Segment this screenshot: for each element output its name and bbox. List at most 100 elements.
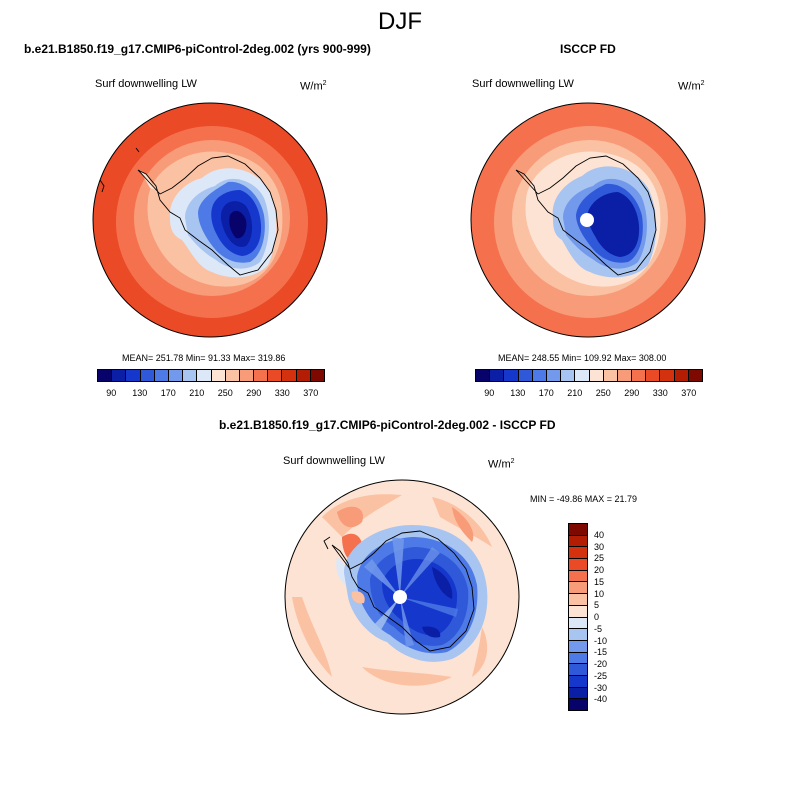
colorbar-label: 330 xyxy=(652,388,668,398)
panel2-colorbar xyxy=(475,369,703,382)
panel2-map xyxy=(470,102,706,338)
south-america-coast xyxy=(99,147,140,193)
colorbar-swatch xyxy=(239,370,255,381)
colorbar-swatch xyxy=(490,370,505,381)
panel2-units: W/m2 xyxy=(678,80,705,93)
colorbar-swatch xyxy=(140,370,155,381)
colorbar-swatch xyxy=(569,686,587,699)
colorbar-swatch xyxy=(476,370,491,381)
colorbar-swatch xyxy=(569,604,587,617)
band-ice-3 xyxy=(587,192,640,257)
colorbar-swatch xyxy=(168,370,184,381)
colorbar-swatch xyxy=(646,370,661,381)
panel2-variable: Surf downwelling LW xyxy=(472,78,574,90)
colorbar-label: 10 xyxy=(594,588,605,599)
colorbar-swatch xyxy=(561,370,576,381)
colorbar-label: 370 xyxy=(303,388,319,398)
antarctica-coastline xyxy=(515,155,657,276)
colorbar-swatch xyxy=(660,370,675,381)
colorbar-label: 90 xyxy=(484,388,495,398)
panel3-variable: Surf downwelling LW xyxy=(283,455,385,467)
colorbar-swatch xyxy=(211,370,226,381)
colorbar-swatch xyxy=(617,370,633,381)
colorbar-swatch xyxy=(183,370,198,381)
colorbar-label: -40 xyxy=(594,694,608,705)
colorbar-swatch xyxy=(569,581,587,594)
colorbar-swatch xyxy=(296,370,311,381)
antarctica-coastline xyxy=(137,155,279,276)
panel3-colorbar xyxy=(568,523,588,711)
colorbar-label: 330 xyxy=(274,388,290,398)
colorbar-swatch xyxy=(674,370,689,381)
panel3-title: b.e21.B1850.f19_g17.CMIP6-piControl-2deg… xyxy=(219,418,556,432)
colorbar-label: -15 xyxy=(594,647,608,658)
colorbar-swatch xyxy=(254,370,269,381)
colorbar-swatch xyxy=(569,628,587,640)
colorbar-label: 170 xyxy=(160,388,176,398)
antarctica-coastline xyxy=(331,530,475,652)
colorbar-swatch xyxy=(569,524,587,535)
colorbar-label: -30 xyxy=(594,682,608,693)
panel3-map xyxy=(284,479,520,715)
colorbar-label: 290 xyxy=(624,388,640,398)
colorbar-label: 210 xyxy=(567,388,583,398)
panel2-colorbar-labels: 90 130 170 210 250 290 330 370 xyxy=(475,388,703,400)
colorbar-label: -5 xyxy=(594,623,603,634)
colorbar-swatch xyxy=(504,370,519,381)
panel1-stats: MEAN= 251.78 Min= 91.33 Max= 319.86 xyxy=(122,353,286,363)
colorbar-label: 130 xyxy=(132,388,148,398)
panel3-colorbar-labels: -40 -30 -25 -20 -15 -10 -5 0 5 10 15 20 25 30 40 xyxy=(594,523,624,711)
colorbar-label: 170 xyxy=(538,388,554,398)
panel2-stats: MEAN= 248.55 Min= 109.92 Max= 308.00 xyxy=(498,353,667,363)
season-title: DJF xyxy=(378,8,422,35)
colorbar-label: 40 xyxy=(594,529,605,540)
colorbar-swatch xyxy=(603,370,618,381)
colorbar-swatch xyxy=(589,370,604,381)
colorbar-label: 130 xyxy=(510,388,526,398)
panel3-units: W/m2 xyxy=(488,458,515,471)
colorbar-swatch xyxy=(518,370,533,381)
colorbar-swatch xyxy=(197,370,212,381)
colorbar-swatch xyxy=(126,370,141,381)
panel1-title: b.e21.B1850.f19_g17.CMIP6-piControl-2deg… xyxy=(24,42,371,56)
colorbar-label: 30 xyxy=(594,541,605,552)
colorbar-label: 250 xyxy=(595,388,611,398)
colorbar-swatch xyxy=(569,698,587,710)
colorbar-label: 25 xyxy=(594,553,605,564)
colorbar-label: 0 xyxy=(594,612,600,622)
colorbar-swatch xyxy=(569,569,587,582)
colorbar-label: 210 xyxy=(189,388,205,398)
colorbar-swatch xyxy=(569,593,587,605)
colorbar-swatch xyxy=(546,370,562,381)
colorbar-swatch xyxy=(268,370,283,381)
band-ice-5 xyxy=(229,210,247,239)
colorbar-swatch xyxy=(532,370,547,381)
colorbar-label: -10 xyxy=(594,635,608,646)
panel1-units: W/m2 xyxy=(300,80,327,93)
colorbar-label: -25 xyxy=(594,670,608,681)
colorbar-label: 370 xyxy=(681,388,697,398)
colorbar-swatch xyxy=(569,639,587,652)
colorbar-swatch xyxy=(569,674,587,687)
colorbar-swatch xyxy=(310,370,324,381)
colorbar-swatch xyxy=(282,370,297,381)
panel1-colorbar-labels: 90 130 170 210 250 290 330 370 xyxy=(97,388,325,400)
colorbar-swatch xyxy=(569,663,587,675)
colorbar-swatch xyxy=(575,370,590,381)
pole-missing-data xyxy=(393,590,407,604)
panel1-variable: Surf downwelling LW xyxy=(95,78,197,90)
colorbar-swatch xyxy=(112,370,127,381)
colorbar-swatch xyxy=(569,546,587,559)
colorbar-label: 20 xyxy=(594,565,605,575)
colorbar-swatch xyxy=(569,616,587,629)
colorbar-label: 15 xyxy=(594,576,605,587)
colorbar-swatch xyxy=(98,370,113,381)
colorbar-label: 90 xyxy=(106,388,117,398)
colorbar-label: 5 xyxy=(594,600,600,611)
colorbar-swatch xyxy=(225,370,240,381)
colorbar-swatch xyxy=(688,370,702,381)
colorbar-swatch xyxy=(154,370,169,381)
colorbar-swatch xyxy=(569,534,587,547)
panel1-colorbar xyxy=(97,369,325,382)
panel1-map xyxy=(92,102,328,338)
